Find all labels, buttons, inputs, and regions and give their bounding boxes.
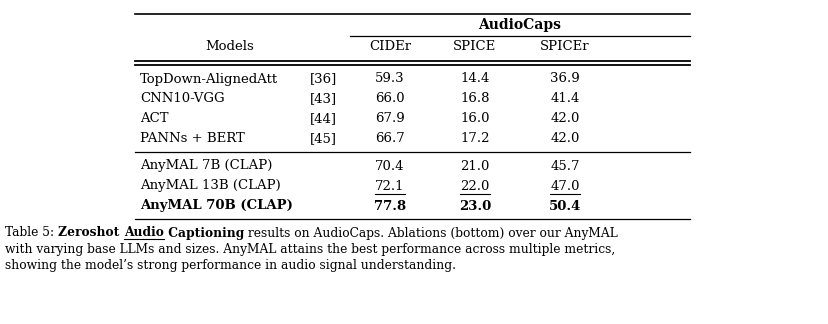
Text: 72.1: 72.1 [375,179,404,192]
Text: 45.7: 45.7 [550,159,579,172]
Text: 14.4: 14.4 [460,73,489,86]
Text: TopDown-AlignedAtt: TopDown-AlignedAtt [140,73,277,86]
Text: 66.0: 66.0 [375,92,404,106]
Text: 50.4: 50.4 [548,200,580,213]
Text: 42.0: 42.0 [550,112,579,125]
Text: Zeroshot: Zeroshot [58,226,123,239]
Text: PANNs + BERT: PANNs + BERT [140,133,244,145]
Text: 42.0: 42.0 [550,133,579,145]
Text: AnyMAL 70B (CLAP): AnyMAL 70B (CLAP) [140,200,292,213]
Text: 47.0: 47.0 [550,179,579,192]
Text: AnyMAL 7B (CLAP): AnyMAL 7B (CLAP) [140,159,272,172]
Text: AnyMAL 13B (CLAP): AnyMAL 13B (CLAP) [140,179,281,192]
Text: 21.0: 21.0 [460,159,489,172]
Text: Audio: Audio [123,226,163,239]
Text: Table 5:: Table 5: [5,226,58,239]
Text: results on AudioCaps. Ablations (bottom) over our AnyMAL: results on AudioCaps. Ablations (bottom)… [243,226,617,239]
Text: SPICEr: SPICEr [540,40,589,53]
Text: SPICE: SPICE [453,40,496,53]
Text: [43]: [43] [310,92,337,106]
Text: 22.0: 22.0 [460,179,489,192]
Text: 70.4: 70.4 [375,159,404,172]
Text: showing the model’s strong performance in audio signal understanding.: showing the model’s strong performance i… [5,259,455,272]
Text: ACT: ACT [140,112,168,125]
Text: with varying base LLMs and sizes. AnyMAL attains the best performance across mul: with varying base LLMs and sizes. AnyMAL… [5,242,614,256]
Text: [36]: [36] [310,73,337,86]
Text: 77.8: 77.8 [373,200,406,213]
Text: 41.4: 41.4 [550,92,579,106]
Text: 16.0: 16.0 [460,112,489,125]
Text: CIDEr: CIDEr [368,40,411,53]
Text: 17.2: 17.2 [460,133,489,145]
Text: 59.3: 59.3 [375,73,404,86]
Text: [45]: [45] [310,133,337,145]
Text: [44]: [44] [310,112,337,125]
Text: Models: Models [205,40,254,53]
Text: 16.8: 16.8 [460,92,489,106]
Text: 67.9: 67.9 [375,112,404,125]
Text: Captioning: Captioning [163,226,243,239]
Text: 23.0: 23.0 [459,200,490,213]
Text: 66.7: 66.7 [375,133,404,145]
Text: 36.9: 36.9 [550,73,579,86]
Text: CNN10-VGG: CNN10-VGG [140,92,224,106]
Text: AudioCaps: AudioCaps [478,18,561,32]
